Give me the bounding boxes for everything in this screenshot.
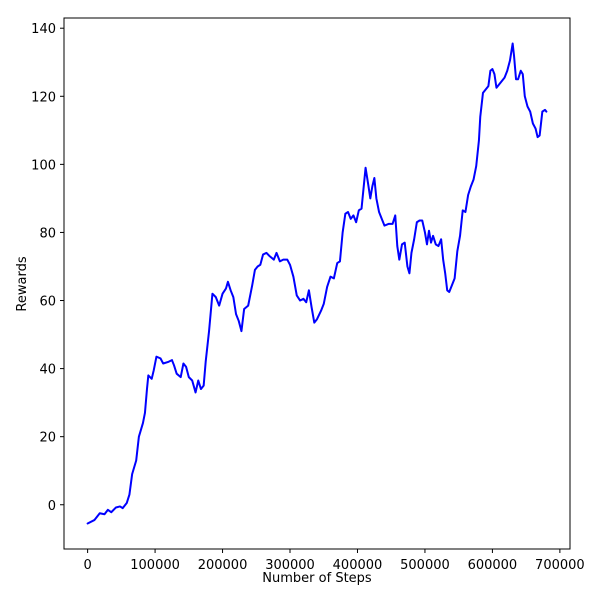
x-tick-label: 100000 — [130, 558, 180, 573]
x-tick-label: 400000 — [333, 558, 383, 573]
y-axis: 0 20 40 60 80 100 120 140 — [31, 22, 64, 514]
y-axis-label: Rewards — [15, 256, 30, 311]
plot-background — [64, 18, 570, 549]
y-tick-label: 120 — [31, 90, 56, 105]
x-tick-label: 200000 — [198, 558, 248, 573]
y-tick-label: 20 — [39, 431, 56, 446]
series-line — [86, 42, 548, 525]
y-tick-label: 0 — [48, 499, 56, 514]
y-tick-label: 140 — [31, 22, 56, 37]
y-tick-label: 60 — [39, 295, 56, 310]
x-tick-label: 600000 — [468, 558, 518, 573]
x-axis-label: Number of Steps — [262, 571, 372, 586]
y-tick-label: 80 — [39, 226, 56, 241]
y-tick-label: 100 — [31, 158, 56, 173]
plot-frame — [63, 17, 571, 550]
series-layer — [86, 42, 548, 525]
y-tick-label: 40 — [39, 363, 56, 378]
x-axis: 0 100000 200000 300000 400000 500000 600000 700… — [83, 549, 585, 573]
x-tick-label: 300000 — [265, 558, 315, 573]
x-tick-label: 500000 — [400, 558, 450, 573]
x-tick-label: 0 — [83, 558, 91, 573]
x-tick-label: 700000 — [535, 558, 585, 573]
